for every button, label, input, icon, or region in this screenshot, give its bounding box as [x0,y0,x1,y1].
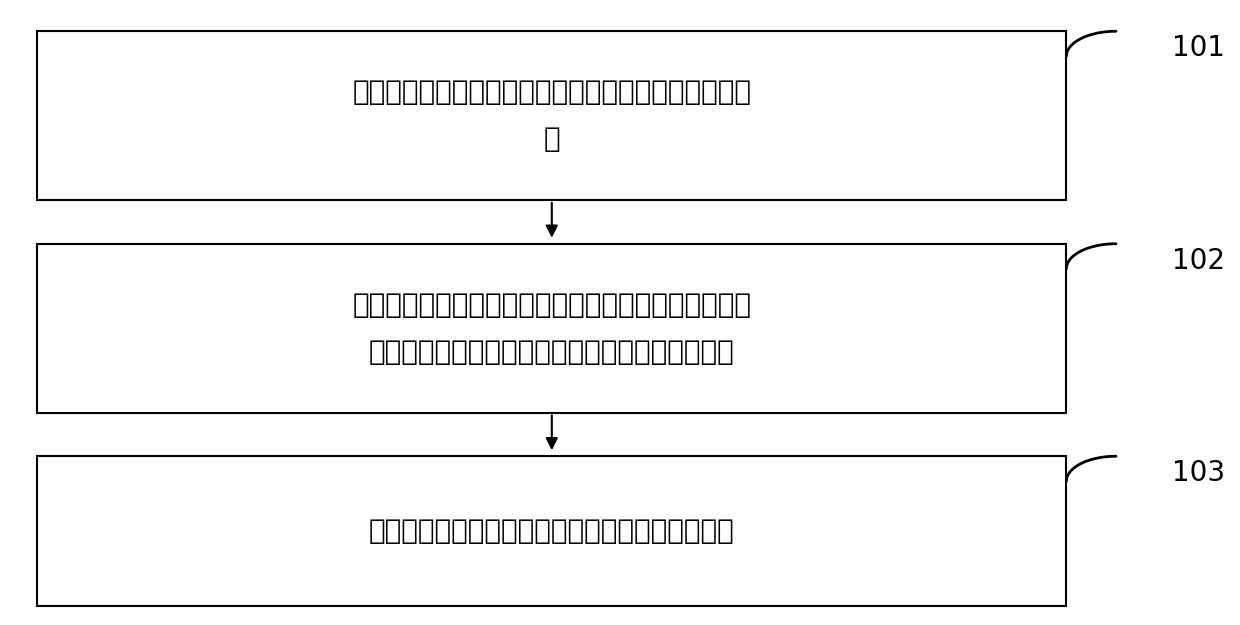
Text: 当前位置信息判断是否达到启动增程器的预设条件: 当前位置信息判断是否达到启动增程器的预设条件 [370,338,734,366]
Text: 获取动力电池的当前剩余电量，并根据当前剩余电量和: 获取动力电池的当前剩余电量，并根据当前剩余电量和 [352,291,751,319]
Text: 息: 息 [543,125,560,153]
Text: 102: 102 [1172,247,1225,275]
Text: 接收车载导航系统发送的增程式电动汽车的当前位置信: 接收车载导航系统发送的增程式电动汽车的当前位置信 [352,78,751,106]
Text: 101: 101 [1172,34,1225,62]
Text: 若达到启动增程器的预设条件，则控制增程器启动: 若达到启动增程器的预设条件，则控制增程器启动 [370,518,734,545]
Bar [37,244,1066,412]
Text: 103: 103 [1172,459,1225,488]
Bar [37,31,1066,200]
Bar [37,456,1066,606]
